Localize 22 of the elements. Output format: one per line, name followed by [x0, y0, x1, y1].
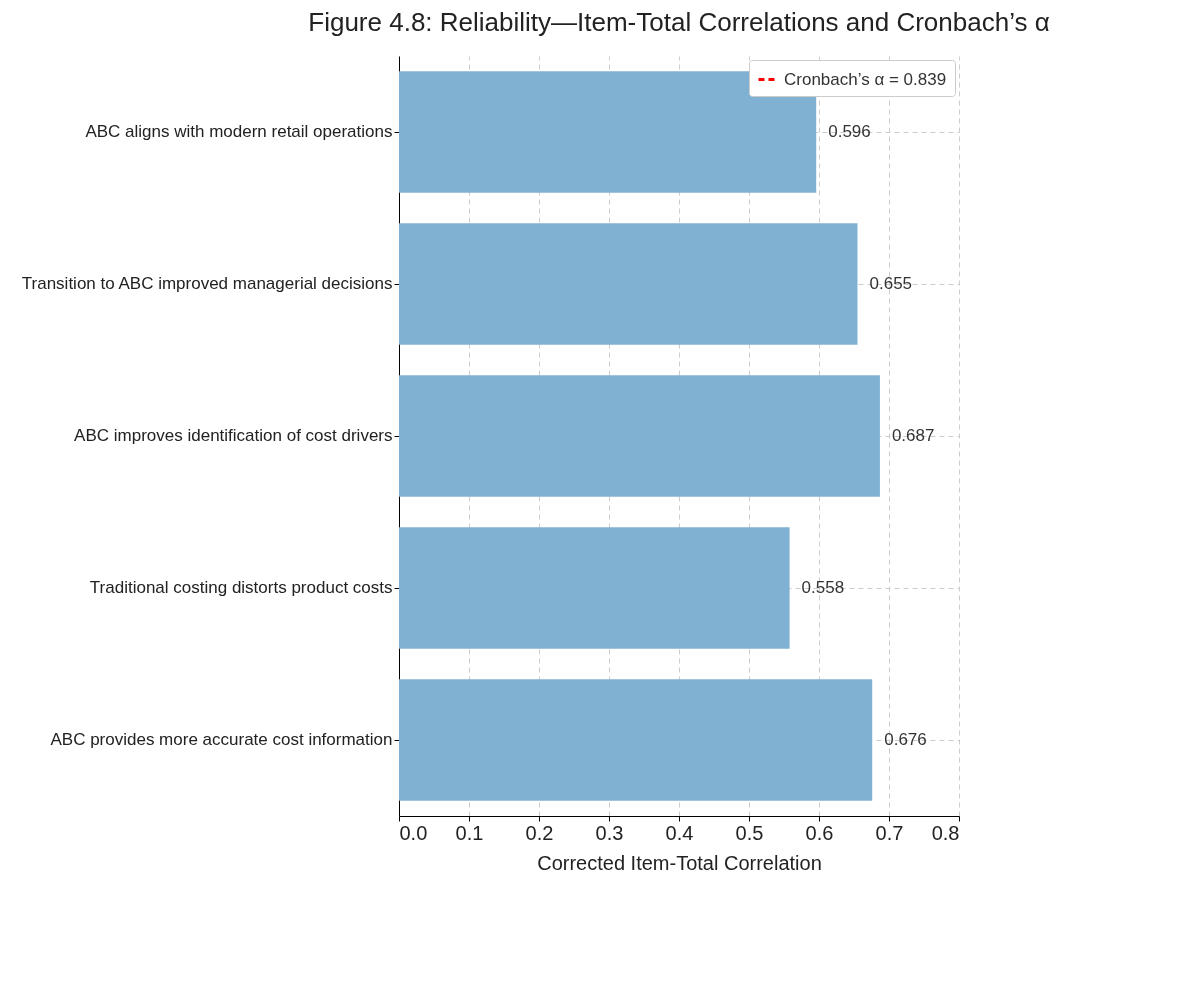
x-tick-label: 0.1	[455, 821, 484, 844]
chart-title: Figure 4.8: Reliability—Item-Total Correlations and Cronbach’s α	[308, 7, 1050, 37]
y-tick-label: ABC provides more accurate cost information	[50, 730, 393, 749]
data-label: 0.687	[891, 426, 935, 445]
legend-label: Cronbach’s α = 0.839	[784, 69, 947, 89]
x-tick-label: 0.2	[525, 821, 554, 844]
data-label: 0.676	[884, 730, 927, 749]
x-tick-label: 0.8	[931, 821, 960, 844]
x-tick-label: 0.6	[805, 821, 834, 844]
y-tick-label: ABC aligns with modern retail operations	[85, 122, 393, 141]
y-tick-label: ABC improves identification of cost drivers	[74, 426, 393, 445]
data-label: 0.596	[828, 122, 871, 141]
x-tick-label: 0.0	[399, 821, 428, 844]
x-axis-title: Corrected Item-Total Correlation	[537, 851, 822, 874]
y-tick-label: Traditional costing distorts product costs	[89, 578, 393, 597]
data-label: 0.558	[801, 578, 845, 597]
x-tick-label: 0.3	[595, 821, 624, 844]
x-tick-label: 0.5	[735, 821, 764, 844]
data-label: 0.655	[869, 274, 913, 293]
x-tick-label: 0.7	[875, 821, 904, 844]
x-tick-label: 0.4	[665, 821, 694, 844]
y-tick-label: Transition to ABC improved managerial decisions	[21, 274, 393, 293]
